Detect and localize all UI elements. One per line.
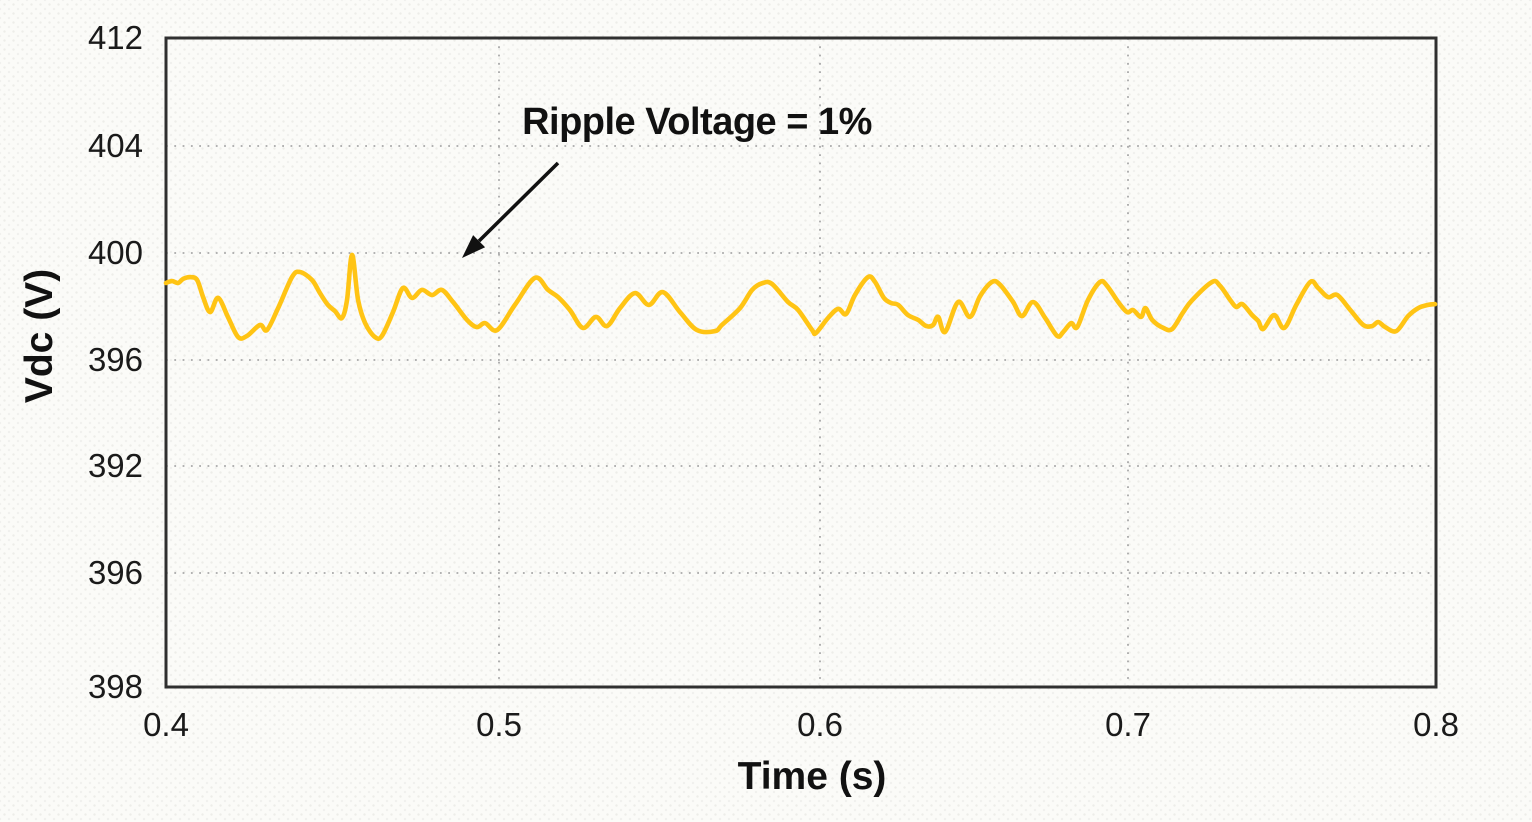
y-tick-label: 392 — [88, 447, 143, 484]
y-tick-label: 400 — [88, 234, 143, 271]
x-tick-label: 0.5 — [476, 706, 522, 743]
vdc-waveform-line — [163, 252, 1438, 342]
gridlines — [166, 38, 1436, 687]
x-tick-label: 0.6 — [797, 706, 843, 743]
annotation-arrow — [462, 161, 560, 258]
x-tick-label: 0.8 — [1413, 706, 1459, 743]
x-tick-label: 0.7 — [1105, 706, 1151, 743]
y-axis-title: Vdc (V) — [18, 269, 61, 403]
y-tick-label: 404 — [88, 127, 143, 164]
plot-border — [164, 36, 1438, 689]
y-tick-label: 412 — [88, 19, 143, 56]
x-axis-title: Time (s) — [738, 755, 887, 798]
y-tick-label: 398 — [88, 668, 143, 705]
x-axis-tick-labels: 0.4 0.5 0.6 0.7 0.8 — [143, 706, 1459, 743]
annotation-arrow-shaft — [477, 161, 560, 243]
annotation-arrow-head — [462, 235, 486, 258]
y-tick-label: 396 — [88, 554, 143, 591]
y-axis-tick-labels: 412 404 400 396 392 396 398 — [88, 19, 143, 705]
x-tick-label: 0.4 — [143, 706, 189, 743]
y-tick-label: 396 — [88, 341, 143, 378]
annotation-text: Ripple Voltage = 1% — [522, 101, 872, 143]
